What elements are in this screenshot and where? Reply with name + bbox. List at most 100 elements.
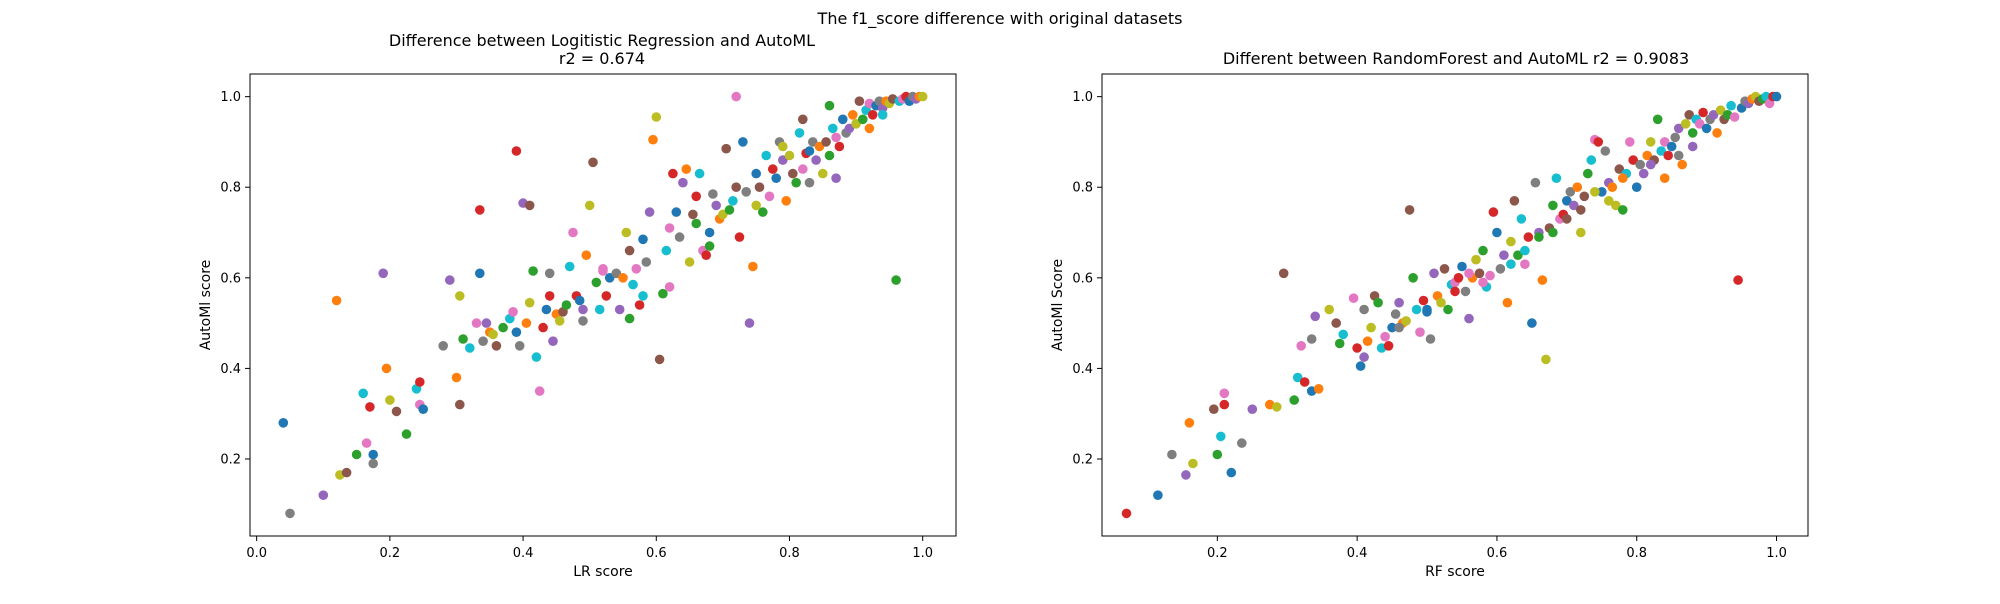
rf-data-point: [1219, 399, 1230, 410]
lr-data-point: [804, 177, 815, 188]
rf-data-point: [1569, 200, 1579, 211]
rf-data-point: [1670, 132, 1680, 143]
rf-data-point: [1464, 313, 1474, 324]
lr-automl-panel: Difference between Logitistic Regression…: [198, 31, 957, 580]
lr-data-point: [574, 295, 585, 306]
lr-data-point: [778, 141, 788, 152]
rf-data-point: [1209, 404, 1219, 415]
rf-data-point: [1520, 245, 1530, 256]
lr-x-tick-label: 0.2: [380, 546, 401, 561]
lr-data-point: [761, 150, 771, 161]
lr-data-point: [691, 218, 701, 229]
rf-panel-title: Different between RandomForest and AutoM…: [1223, 49, 1689, 68]
lr-data-point: [564, 261, 575, 272]
lr-data-point: [704, 227, 715, 238]
rf-data-point: [1541, 354, 1551, 365]
rf-y-tick-label: 0.8: [1072, 181, 1093, 196]
lr-data-point: [471, 318, 482, 328]
lr-data-point: [828, 123, 838, 134]
rf-data-point: [1502, 297, 1513, 308]
rf-data-point: [1583, 168, 1593, 179]
lr-data-point: [681, 164, 692, 174]
lr-x-tick-label: 0.0: [246, 546, 267, 561]
rf-data-point: [1513, 250, 1523, 260]
rf-x-axis-label: RF score: [1425, 564, 1485, 580]
lr-data-point: [917, 91, 928, 102]
rf-data-point: [1212, 449, 1223, 460]
rf-data-point: [1593, 137, 1604, 147]
lr-data-point: [401, 429, 412, 439]
rf-data-point: [1520, 259, 1530, 270]
rf-data-point: [1401, 316, 1411, 326]
rf-data-point: [1313, 384, 1324, 394]
lr-y-tick-label: 0.4: [220, 362, 241, 377]
rf-data-point: [1604, 196, 1614, 206]
lr-data-point: [721, 143, 731, 154]
lr-data-point: [521, 318, 532, 328]
lr-data-point: [821, 137, 831, 147]
lr-data-point: [618, 273, 628, 283]
rf-data-point: [1645, 137, 1656, 147]
lr-data-point: [624, 313, 635, 324]
rf-data-point: [1331, 318, 1341, 328]
rf-data-point: [1272, 402, 1282, 412]
rf-data-point: [1677, 159, 1687, 170]
lr-data-point: [458, 334, 468, 344]
rf-data-point: [1659, 137, 1670, 147]
lr-data-point: [764, 191, 775, 202]
rf-data-point: [1614, 164, 1625, 174]
rf-data-point: [1334, 338, 1345, 349]
lr-data-point: [554, 316, 565, 326]
rf-data-point: [1733, 275, 1743, 285]
rf-data-point: [1548, 200, 1558, 211]
lr-data-point: [664, 223, 675, 233]
lr-data-point: [824, 150, 835, 161]
lr-data-point: [381, 363, 392, 374]
lr-data-point: [867, 110, 878, 120]
lr-data-point: [854, 96, 865, 106]
lr-data-point: [475, 268, 485, 279]
lr-data-point: [668, 168, 678, 179]
rf-data-point: [1411, 304, 1422, 315]
rf-data-point: [1425, 334, 1436, 344]
lr-data-point: [734, 232, 745, 242]
lr-data-point: [561, 300, 572, 310]
lr-data-point: [318, 490, 329, 501]
lr-data-point: [768, 164, 778, 174]
rf-data-point: [1694, 119, 1705, 129]
rf-data-point: [1278, 268, 1289, 279]
rf-data-point: [1663, 150, 1673, 161]
rf-data-point: [1390, 309, 1401, 319]
rf-data-point: [1618, 173, 1628, 183]
rf-data-point: [1296, 341, 1306, 351]
lr-data-point: [744, 318, 755, 328]
lr-data-point: [368, 449, 379, 460]
lr-data-point: [524, 297, 535, 308]
rf-data-point: [1590, 187, 1600, 197]
rf-data-point: [1387, 322, 1397, 333]
lr-data-point: [758, 207, 768, 217]
rf-data-point: [1492, 227, 1502, 238]
lr-data-point: [531, 352, 542, 362]
lr-data-point: [548, 336, 558, 347]
lr-x-tick-label: 1.0: [912, 546, 933, 561]
rf-data-point: [1638, 168, 1649, 179]
rf-data-point: [1439, 264, 1450, 274]
rf-data-point: [1457, 261, 1467, 272]
rf-data-point: [1366, 322, 1376, 333]
lr-data-point: [578, 316, 588, 326]
rf-data-point: [1607, 182, 1618, 192]
lr-data-point: [654, 354, 665, 365]
lr-data-point: [794, 128, 805, 138]
lr-data-point: [508, 307, 518, 317]
rf-y-tick-label: 0.4: [1072, 362, 1093, 377]
rf-data-point: [1247, 404, 1258, 415]
lr-data-point: [524, 200, 535, 211]
lr-data-point: [704, 241, 715, 251]
rf-data-point: [1771, 91, 1782, 102]
lr-data-point: [511, 327, 522, 338]
rf-data-point: [1219, 388, 1230, 399]
rf-data-point: [1460, 286, 1471, 297]
rf-data-point: [1708, 110, 1719, 120]
